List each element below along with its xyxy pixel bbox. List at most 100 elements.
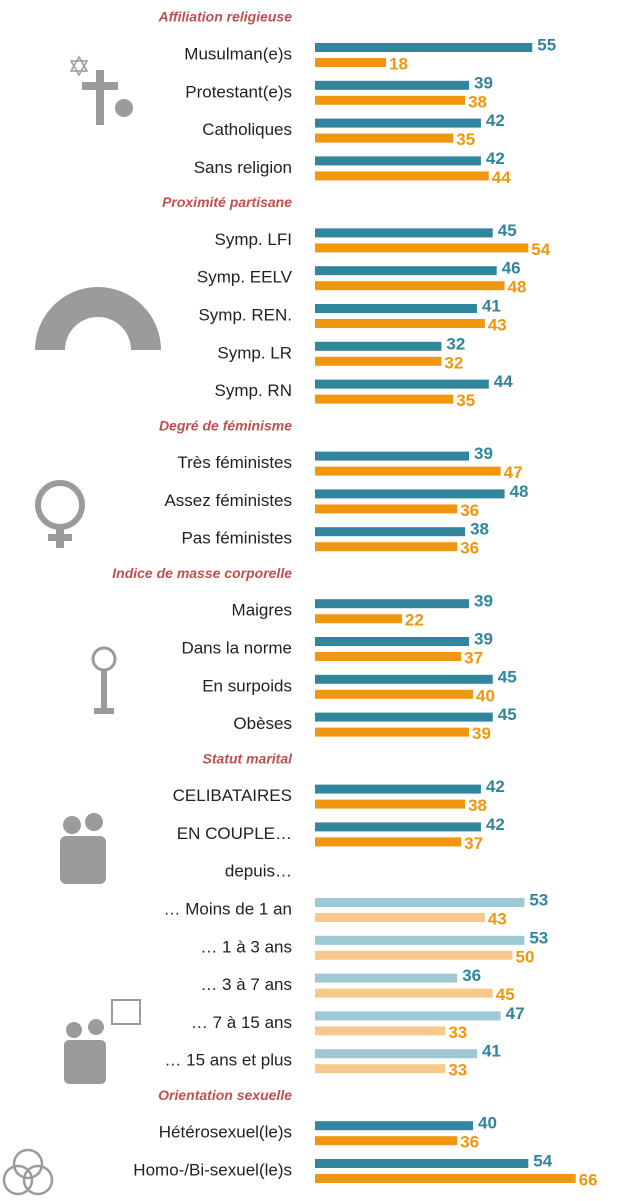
bar bbox=[315, 1136, 458, 1146]
bar bbox=[315, 95, 466, 105]
bar bbox=[315, 973, 458, 983]
bar bbox=[315, 466, 501, 476]
value-label: 55 bbox=[537, 35, 556, 54]
value-label: 33 bbox=[448, 1061, 467, 1080]
category-label: Symp. EELV bbox=[197, 268, 293, 287]
value-label: 41 bbox=[482, 296, 501, 315]
category-label: Dans la norme bbox=[181, 638, 292, 657]
value-label: 39 bbox=[474, 73, 493, 92]
bar bbox=[315, 1049, 477, 1059]
category-label: Obèses bbox=[233, 714, 292, 733]
couple-icon bbox=[85, 813, 103, 831]
bar bbox=[315, 542, 458, 552]
value-label: 41 bbox=[482, 1042, 501, 1061]
section-title: Statut marital bbox=[203, 750, 294, 766]
value-label: 38 bbox=[470, 520, 489, 539]
section-title: Proximité partisane bbox=[162, 194, 292, 210]
bar bbox=[315, 43, 533, 52]
scale-icon bbox=[91, 646, 117, 672]
value-label: 42 bbox=[486, 111, 505, 130]
bar bbox=[315, 133, 454, 143]
bar bbox=[315, 527, 466, 537]
couple-icon bbox=[66, 1022, 82, 1038]
cross-icon bbox=[96, 70, 104, 125]
bar bbox=[315, 898, 525, 907]
category-label: Symp. REN. bbox=[198, 305, 292, 324]
value-label: 43 bbox=[488, 315, 507, 334]
category-label: Maigres bbox=[232, 601, 292, 620]
bar bbox=[315, 341, 442, 351]
bar bbox=[315, 394, 454, 404]
value-label: 42 bbox=[486, 815, 505, 834]
bar bbox=[315, 281, 505, 291]
value-label: 35 bbox=[456, 391, 475, 410]
bar bbox=[315, 689, 473, 699]
bar bbox=[315, 674, 493, 684]
bar bbox=[315, 118, 481, 128]
category-label: depuis… bbox=[225, 862, 292, 881]
value-label: 50 bbox=[516, 947, 535, 966]
value-label: 36 bbox=[460, 1133, 479, 1152]
section-title: Orientation sexuelle bbox=[158, 1087, 292, 1103]
value-label: 32 bbox=[444, 353, 463, 372]
bar bbox=[315, 988, 493, 998]
category-label: … 1 à 3 ans bbox=[200, 937, 292, 956]
bar bbox=[315, 637, 470, 646]
category-label: … 3 à 7 ans bbox=[200, 975, 292, 994]
value-label: 42 bbox=[486, 149, 505, 168]
value-label: 18 bbox=[389, 54, 408, 73]
bar bbox=[315, 727, 470, 737]
value-label: 45 bbox=[498, 221, 517, 240]
scale-icon bbox=[94, 708, 114, 714]
category-label: Homo-/Bi-sexuel(le)s bbox=[133, 1160, 292, 1179]
bar bbox=[315, 712, 493, 722]
category-label: Assez féministes bbox=[164, 491, 292, 510]
feminism-icon bbox=[35, 480, 85, 530]
category-label: Sans religion bbox=[194, 158, 292, 177]
value-label: 32 bbox=[446, 334, 465, 353]
value-label: 39 bbox=[474, 592, 493, 611]
value-label: 38 bbox=[468, 92, 487, 111]
value-label: 40 bbox=[478, 1114, 497, 1133]
icons bbox=[2, 55, 161, 1196]
value-label: 54 bbox=[531, 240, 550, 259]
gender-icon bbox=[12, 1148, 44, 1180]
value-label: 48 bbox=[510, 482, 529, 501]
cross-icon bbox=[82, 82, 118, 90]
section-title: Degré de féminisme bbox=[159, 417, 292, 433]
category-label: Protestant(e)s bbox=[185, 82, 292, 101]
value-label: 36 bbox=[460, 501, 479, 520]
scale-icon bbox=[101, 670, 107, 710]
bar bbox=[315, 652, 462, 661]
bar bbox=[315, 913, 485, 922]
bar bbox=[315, 356, 442, 366]
category-label: EN COUPLE… bbox=[177, 824, 292, 843]
bar bbox=[315, 784, 481, 794]
value-label: 39 bbox=[472, 724, 491, 743]
bar bbox=[315, 266, 497, 276]
bar bbox=[315, 504, 458, 514]
value-label: 45 bbox=[498, 705, 517, 724]
category-label: En surpoids bbox=[202, 676, 292, 695]
hemicycle-icon bbox=[35, 287, 161, 350]
section-title: Affiliation religieuse bbox=[157, 9, 292, 25]
couple-icon bbox=[63, 816, 81, 834]
value-label: 40 bbox=[476, 686, 495, 705]
value-label: 37 bbox=[464, 834, 483, 853]
calendar-icon bbox=[111, 999, 141, 1025]
value-label: 38 bbox=[468, 796, 487, 815]
value-label: 54 bbox=[533, 1151, 552, 1170]
bar bbox=[315, 58, 387, 67]
gender-icon bbox=[22, 1164, 54, 1196]
value-label: 48 bbox=[508, 278, 527, 297]
value-label: 45 bbox=[496, 985, 515, 1004]
value-label: 22 bbox=[405, 611, 424, 630]
category-label: Catholiques bbox=[202, 120, 292, 139]
section-title: Indice de masse corporelle bbox=[112, 565, 292, 581]
bar bbox=[315, 1064, 446, 1074]
bar bbox=[315, 171, 489, 181]
category-label: Symp. LFI bbox=[215, 230, 292, 249]
bar bbox=[315, 935, 525, 945]
value-label: 47 bbox=[504, 463, 523, 482]
